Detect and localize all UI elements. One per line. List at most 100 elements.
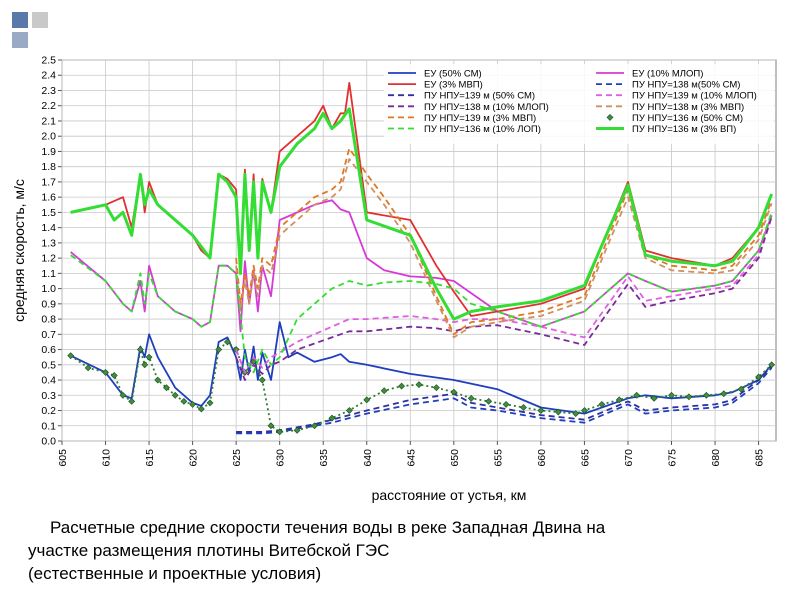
legend-label: ПУ НПУ=138 м (3% МВП): [632, 102, 744, 113]
y-tick-label: 1.7: [41, 176, 56, 188]
series-point: [598, 400, 606, 408]
series-point: [110, 372, 118, 379]
y-tick-label: 1.9: [41, 146, 56, 158]
y-tick-label: 0.0: [41, 436, 56, 448]
series-point: [572, 410, 580, 417]
y-tick-label: 0.1: [41, 420, 56, 432]
y-tick-label: 0.3: [41, 390, 56, 402]
series-line-7: [235, 216, 773, 381]
y-axis-label: средняя скорость, м/с: [11, 179, 27, 322]
series-point: [398, 382, 406, 390]
series-point: [702, 391, 710, 399]
x-tick-label: 680: [710, 449, 722, 467]
y-tick-label: 0.7: [41, 329, 56, 341]
x-tick-label: 625: [231, 449, 243, 467]
y-tick-label: 2.4: [41, 70, 56, 82]
series-point: [650, 394, 658, 402]
series-point: [432, 384, 440, 392]
series-point: [415, 381, 423, 389]
legend-label: ПУ НПУ=138 м(50% СМ): [632, 80, 740, 91]
series-point: [633, 391, 641, 399]
series-point: [363, 396, 371, 404]
y-tick-label: 0.9: [41, 298, 56, 310]
y-tick-label: 0.6: [41, 344, 56, 356]
x-tick-label: 610: [101, 449, 113, 467]
series-point: [102, 368, 109, 376]
y-tick-label: 0.8: [41, 314, 56, 326]
series-line-11: [70, 107, 773, 321]
caption-line-2: участке размещения плотины Витебской ГЭС: [28, 541, 390, 560]
series-point: [180, 397, 188, 405]
x-tick-label: 635: [318, 449, 330, 467]
y-tick-label: 0.2: [41, 405, 56, 417]
series-point: [224, 338, 231, 346]
series-point: [267, 422, 275, 430]
legend-label: ПУ НПУ=139 м (50% СМ): [424, 91, 535, 102]
series-point: [276, 428, 284, 436]
legend-label: ПУ НПУ=136 м (10% ЛОП): [424, 124, 541, 135]
series-point: [215, 346, 223, 353]
y-tick-label: 2.2: [41, 100, 56, 112]
y-tick-label: 2.5: [41, 55, 56, 67]
series-point: [84, 364, 92, 372]
series-line-3: [236, 367, 773, 435]
y-tick-label: 0.5: [41, 359, 56, 371]
x-tick-label: 670: [623, 449, 635, 467]
series-point: [163, 384, 170, 392]
x-tick-label: 645: [405, 449, 417, 467]
velocity-chart: 0.0 0.1 0.2 0.3 0.4 0.5 0.6 0.7 0.8 0.9 1.0 1.1 1.2 1…: [11, 55, 777, 503]
y-tick-label: 1.8: [41, 161, 56, 173]
decor-square-2: [32, 12, 48, 28]
series-point: [189, 400, 197, 408]
series-point: [720, 390, 728, 398]
series-point: [502, 400, 510, 408]
series-line-9: [235, 158, 773, 339]
x-tick-label: 685: [754, 449, 766, 467]
decor-square-3: [12, 32, 28, 48]
series-point: [520, 404, 527, 411]
x-tick-label: 650: [449, 449, 461, 467]
series-line-10: [70, 212, 773, 374]
series-point: [154, 376, 162, 384]
series-point: [737, 385, 745, 393]
legend-label: ПУ НПУ=138 м (10% МЛОП): [424, 102, 549, 113]
y-tick-label: 1.2: [41, 253, 56, 265]
x-tick-label: 665: [579, 449, 591, 467]
series-line-8: [235, 147, 773, 336]
legend-box: [384, 64, 774, 144]
legend-swatch: [606, 113, 614, 121]
series-point: [311, 422, 318, 430]
x-tick-label: 620: [188, 449, 200, 467]
series-line-6: [235, 215, 773, 374]
legend-label: ПУ НПУ=136 м (50% СМ): [632, 113, 743, 124]
series-point: [232, 346, 240, 353]
series-point: [136, 346, 144, 353]
series-point: [197, 405, 205, 413]
x-tick-label: 630: [275, 449, 287, 467]
x-tick-label: 605: [57, 449, 69, 467]
series-point: [450, 388, 458, 396]
legend-label: ПУ НПУ=136 м (3% ВП): [632, 124, 736, 135]
series-point: [128, 397, 136, 405]
series-point: [537, 407, 545, 414]
y-tick-label: 1.0: [41, 283, 56, 295]
series-point: [171, 391, 179, 399]
series-point: [755, 373, 763, 381]
y-tick-label: 2.1: [41, 115, 56, 127]
series-line-0: [70, 321, 773, 415]
series-point: [554, 408, 562, 416]
series-point: [685, 393, 693, 401]
series-point: [345, 407, 353, 414]
series-point: [615, 396, 623, 404]
series-point: [380, 387, 388, 395]
decor-square-1: [12, 12, 28, 28]
x-tick-label: 660: [536, 449, 548, 467]
legend-label: ЕУ (50% СМ): [424, 69, 482, 80]
y-tick-label: 1.5: [41, 207, 56, 219]
legend-label: ПУ НПУ=139 м (3% МВП): [424, 113, 536, 124]
series-point: [293, 426, 301, 434]
y-tick-label: 2.0: [41, 131, 56, 143]
y-tick-label: 1.6: [41, 192, 56, 204]
series-point: [768, 361, 776, 369]
series-point: [467, 394, 475, 402]
